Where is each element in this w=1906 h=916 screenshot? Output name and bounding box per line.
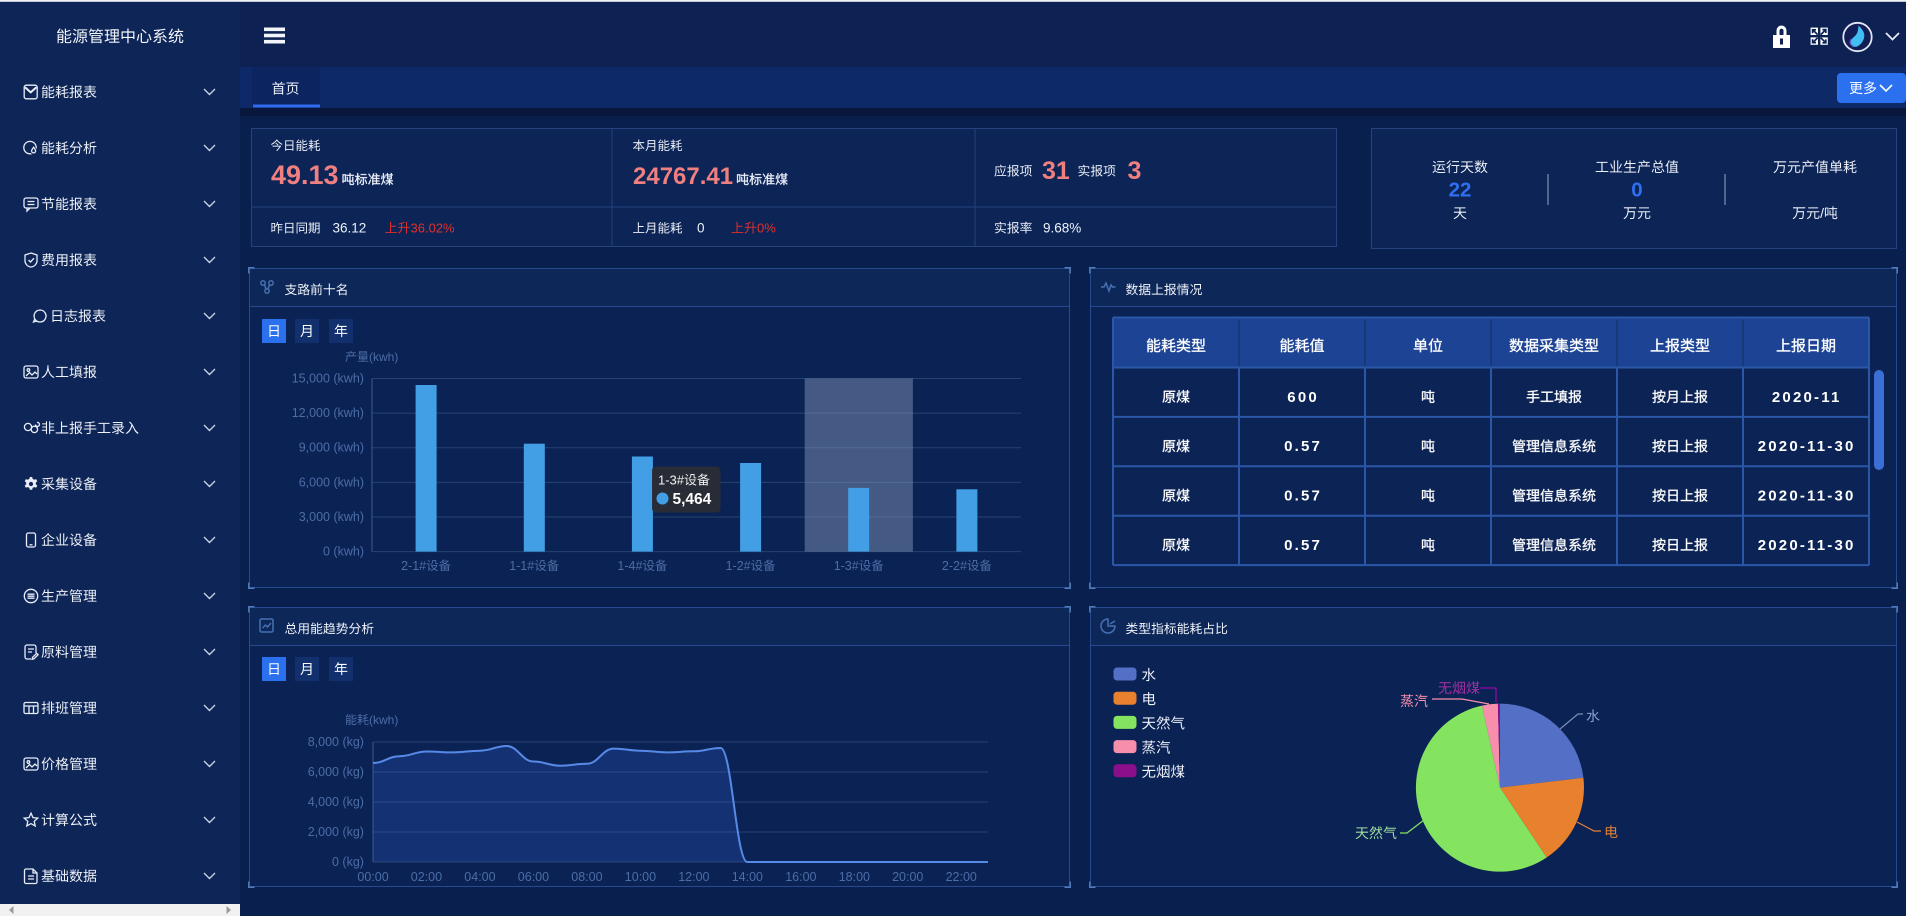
svg-text:24767.41: 24767.41: [633, 163, 733, 190]
svg-text:600: 600: [1287, 389, 1319, 406]
svg-text:49.13: 49.13: [271, 160, 339, 190]
svg-text:0.57: 0.57: [1284, 488, 1322, 505]
svg-text:6,000 (kg): 6,000 (kg): [308, 765, 364, 779]
svg-text:9,000 (kwh): 9,000 (kwh): [299, 441, 364, 455]
svg-text:08:00: 08:00: [571, 870, 602, 884]
svg-text:2,000 (kg): 2,000 (kg): [308, 825, 364, 839]
svg-text:12:00: 12:00: [678, 870, 709, 884]
svg-text:3: 3: [1128, 157, 1142, 185]
svg-text:2020-11-30: 2020-11-30: [1758, 537, 1856, 554]
svg-text:1-2#: 1-2#: [726, 559, 751, 573]
svg-text:10:00: 10:00: [625, 870, 656, 884]
svg-text:31: 31: [1042, 157, 1070, 185]
svg-text:14:00: 14:00: [732, 870, 763, 884]
svg-text:16:00: 16:00: [785, 870, 816, 884]
svg-text:0%: 0%: [757, 221, 776, 236]
svg-text:04:00: 04:00: [464, 870, 495, 884]
svg-text:36.02%: 36.02%: [411, 221, 456, 236]
svg-text:0.57: 0.57: [1284, 438, 1322, 455]
svg-text:0.57: 0.57: [1284, 537, 1322, 554]
svg-text:18:00: 18:00: [839, 870, 870, 884]
svg-text:2020-11-30: 2020-11-30: [1758, 488, 1856, 505]
svg-text:3,000 (kwh): 3,000 (kwh): [299, 510, 364, 524]
svg-text:1-1#: 1-1#: [509, 559, 534, 573]
svg-text:15,000 (kwh): 15,000 (kwh): [292, 372, 364, 386]
svg-text:2-1#: 2-1#: [401, 559, 426, 573]
svg-text:2020-11: 2020-11: [1772, 389, 1842, 406]
svg-text:6,000 (kwh): 6,000 (kwh): [299, 475, 364, 489]
svg-text:2020-11-30: 2020-11-30: [1758, 438, 1856, 455]
svg-text:(kwh): (kwh): [369, 713, 398, 727]
svg-text:06:00: 06:00: [518, 870, 549, 884]
svg-text:9.68%: 9.68%: [1043, 221, 1081, 236]
svg-text:1-3#: 1-3#: [834, 559, 859, 573]
svg-text:00:00: 00:00: [357, 870, 388, 884]
svg-text:2-2#: 2-2#: [942, 559, 967, 573]
svg-text:36.12: 36.12: [333, 221, 367, 236]
svg-text:1-3#: 1-3#: [658, 473, 685, 488]
svg-text:0: 0: [697, 221, 705, 236]
svg-text:8,000 (kg): 8,000 (kg): [308, 735, 364, 749]
svg-text:0 (kg): 0 (kg): [332, 855, 364, 869]
svg-text:12,000 (kwh): 12,000 (kwh): [292, 406, 364, 420]
svg-text:(kwh): (kwh): [369, 350, 398, 364]
svg-text:/: /: [1820, 205, 1824, 221]
svg-text:5,464: 5,464: [673, 491, 712, 508]
svg-text:0 (kwh): 0 (kwh): [323, 545, 364, 559]
svg-text:20:00: 20:00: [892, 870, 923, 884]
svg-text:4,000 (kg): 4,000 (kg): [308, 795, 364, 809]
svg-text:02:00: 02:00: [411, 870, 442, 884]
svg-text:0: 0: [1631, 179, 1642, 202]
svg-text:22:00: 22:00: [946, 870, 977, 884]
svg-text:22: 22: [1449, 179, 1472, 202]
svg-text:1-4#: 1-4#: [617, 559, 642, 573]
